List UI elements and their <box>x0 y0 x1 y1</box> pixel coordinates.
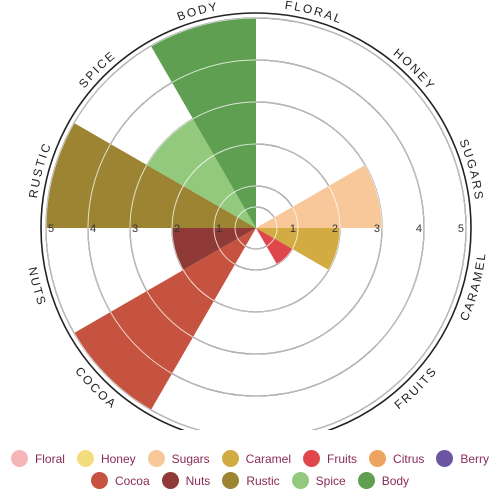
category-label: SUGARS <box>456 137 486 202</box>
r-tick-label: 1 <box>290 223 296 235</box>
category-label: HONEY <box>391 46 439 94</box>
sector-sugars <box>256 165 382 228</box>
legend-label: Nuts <box>185 473 211 488</box>
r-tick-label: 2 <box>332 223 338 235</box>
ring-overlay-line <box>45 17 467 430</box>
legend-swatch <box>222 472 240 489</box>
legend-item[interactable]: Berry <box>436 450 489 467</box>
legend-item[interactable]: Fruits <box>303 450 357 467</box>
legend-row-2: Cocoa Nuts Rustic Spice Body <box>0 472 500 489</box>
legend-item[interactable]: Honey <box>76 450 136 467</box>
legend-swatch <box>369 450 387 467</box>
legend-swatch <box>161 472 179 489</box>
legend-label: Floral <box>34 451 65 466</box>
ring-overlay-line <box>129 101 383 355</box>
legend-label: Rustic <box>246 473 280 488</box>
legend-label: Body <box>381 473 410 488</box>
legend-swatch <box>291 472 309 489</box>
ring-overlay-line <box>213 185 299 271</box>
sectors <box>46 17 382 410</box>
r-tick-label: 2 <box>174 223 180 235</box>
legend-label: Honey <box>100 451 136 466</box>
r-tick-label: 4 <box>416 223 422 235</box>
legend-swatch <box>76 450 94 467</box>
category-label: SPICE <box>76 48 119 91</box>
sector-body <box>151 17 256 228</box>
sector-nuts <box>172 228 256 270</box>
r-tick-label: 5 <box>458 223 464 235</box>
sector-caramel <box>256 228 341 270</box>
category-label-text: BODY <box>175 0 218 24</box>
outer-ring <box>40 12 472 430</box>
r-tick-label: 3 <box>132 223 138 235</box>
legend-swatch <box>221 450 239 467</box>
legend-swatch <box>10 450 28 467</box>
legend-label: Berry <box>460 451 490 466</box>
legend-item[interactable]: Body <box>357 472 410 489</box>
sector-spice <box>146 118 256 228</box>
r-tick-label: 1 <box>216 223 222 235</box>
legend-label: Fruits <box>327 451 358 466</box>
category-label-text: CARAMEL <box>457 251 487 323</box>
category-label: BODY <box>175 0 220 24</box>
legend-item[interactable]: Nuts <box>161 472 211 489</box>
ring-overlay-line <box>87 59 425 397</box>
legend-item[interactable]: Citrus <box>369 450 424 467</box>
category-label: CARAMEL <box>457 251 489 323</box>
legend-item[interactable]: Caramel <box>221 450 292 467</box>
legend-swatch <box>357 472 375 489</box>
ring-overlay-line <box>234 206 278 250</box>
legend-item[interactable]: Rustic <box>222 472 280 489</box>
sector-fruits <box>256 228 293 265</box>
legend-label: Citrus <box>393 451 425 466</box>
legend-item[interactable]: Floral <box>10 450 65 467</box>
legend-swatch <box>90 472 108 489</box>
ring-overlay-line <box>171 143 341 313</box>
r-tick-label: 5 <box>48 223 54 235</box>
r-tick-label: 3 <box>374 223 380 235</box>
legend-item[interactable]: Spice <box>291 472 346 489</box>
legend-label: Sugars <box>171 451 210 466</box>
legend-swatch <box>303 450 321 467</box>
legend-label: Caramel <box>245 451 292 466</box>
legend-label: Cocoa <box>114 473 150 488</box>
legend-row-1: Floral Honey Sugars Caramel Fruits Citru… <box>0 450 500 467</box>
sector-cocoa <box>74 228 256 410</box>
category-label-text: HONEY <box>391 46 437 94</box>
polar-area-chart: 11 22 33 44 55 FLORALHONEYSUGARSCARAMELFRUIT… <box>25 0 489 430</box>
legend-swatch <box>147 450 165 467</box>
sector-rustic <box>46 123 256 228</box>
legend-swatch <box>436 450 454 467</box>
category-label-text: FLORAL <box>284 0 343 27</box>
radial-tick-labels: 1 1 2 2 3 3 4 4 5 5 <box>48 223 464 235</box>
ring-overlay <box>45 17 467 430</box>
category-label-text: SUGARS <box>456 137 484 202</box>
legend-label: Spice <box>315 473 346 488</box>
r-tick-label: 4 <box>90 223 96 235</box>
legend-item[interactable]: Sugars <box>147 450 210 467</box>
category-label-text: SPICE <box>76 48 117 91</box>
category-label: FLORAL <box>284 0 345 27</box>
legend-item[interactable]: Cocoa <box>90 472 150 489</box>
